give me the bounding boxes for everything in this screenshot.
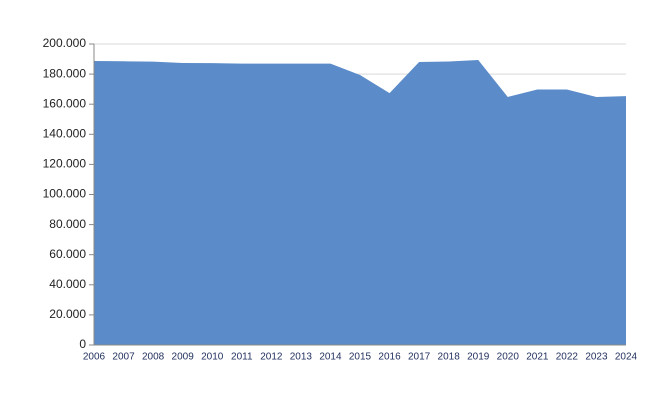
x-tick-label: 2019	[467, 352, 490, 363]
y-tick-label: 0	[79, 337, 86, 351]
x-tick-label: 2006	[83, 352, 106, 363]
x-tick-label: 2008	[142, 352, 165, 363]
x-tick-label: 2023	[585, 352, 608, 363]
x-tick-label: 2014	[319, 352, 342, 363]
y-tick-label: 100.000	[43, 187, 87, 201]
x-tick-label: 2018	[438, 352, 461, 363]
x-tick-label: 2007	[112, 352, 135, 363]
x-tick-label: 2016	[378, 352, 401, 363]
x-tick-label: 2021	[526, 352, 549, 363]
x-tick-label: 2013	[290, 352, 313, 363]
x-tick-label: 2024	[615, 352, 638, 363]
x-tick-label: 2012	[260, 352, 283, 363]
area	[94, 59, 626, 345]
y-tick-label: 120.000	[43, 157, 87, 171]
y-tick-label: 20.000	[49, 307, 86, 321]
x-tick-label: 2015	[349, 352, 372, 363]
y-tick-label: 160.000	[43, 96, 87, 110]
y-tick-label: 200.000	[43, 36, 87, 50]
y-tick-label: 80.000	[49, 217, 86, 231]
x-tick-label: 2017	[408, 352, 431, 363]
x-tick-label: 2022	[556, 352, 579, 363]
x-tick-label: 2009	[172, 352, 195, 363]
y-tick-label: 60.000	[49, 247, 86, 261]
y-tick-label: 180.000	[43, 66, 87, 80]
x-tick-label: 2010	[201, 352, 224, 363]
y-tick-label: 40.000	[49, 277, 86, 291]
y-tick-label: 140.000	[43, 126, 87, 140]
x-tick-label: 2011	[231, 352, 253, 363]
x-tick-label: 2020	[497, 352, 520, 363]
